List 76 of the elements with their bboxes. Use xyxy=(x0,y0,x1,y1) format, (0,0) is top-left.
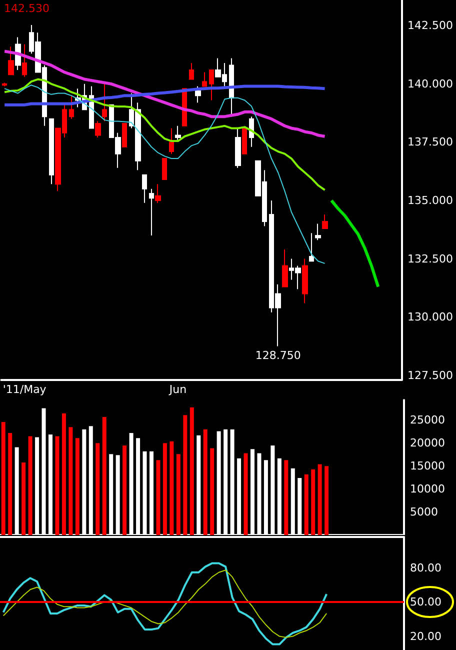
candlestick xyxy=(155,184,161,204)
y-tick-label: 15000 xyxy=(410,460,445,473)
candlestick xyxy=(202,72,207,87)
bar xyxy=(244,453,248,535)
bar xyxy=(62,413,66,535)
bar xyxy=(203,429,208,535)
bar xyxy=(75,438,80,535)
bar xyxy=(324,466,329,535)
bar xyxy=(210,448,214,535)
candlestick xyxy=(302,258,308,304)
candlestick xyxy=(242,128,247,154)
line-series xyxy=(3,84,326,106)
y-tick-label: 80.00 xyxy=(410,561,442,574)
line-series xyxy=(3,50,326,138)
candlestick xyxy=(235,128,241,168)
y-tick-label: 5000 xyxy=(410,506,438,519)
candlestick xyxy=(195,86,201,104)
y-tick-label: 132.500 xyxy=(408,252,454,266)
bar xyxy=(318,464,322,535)
candlestick xyxy=(122,123,127,148)
candlestick xyxy=(49,118,54,185)
y-tick-label: 137.500 xyxy=(408,136,454,149)
bar xyxy=(22,462,26,535)
bar xyxy=(284,460,288,535)
candlestick xyxy=(22,44,27,78)
candlestick xyxy=(282,248,288,288)
candlestick xyxy=(102,83,107,122)
candlestick xyxy=(142,174,147,204)
candlestick xyxy=(162,158,167,180)
bar xyxy=(190,407,194,535)
bar xyxy=(311,469,316,535)
bar xyxy=(156,460,160,535)
bar xyxy=(170,441,174,535)
y-tick-label: 20.00 xyxy=(410,630,442,643)
bar xyxy=(1,422,6,535)
y-tick-label: 20000 xyxy=(410,436,445,450)
bar xyxy=(68,427,73,535)
candlestick xyxy=(315,223,321,241)
candlestick xyxy=(189,62,194,80)
annotation: 128.750 xyxy=(255,349,301,362)
candlestick xyxy=(169,128,174,154)
bar xyxy=(8,433,12,535)
candlestick xyxy=(322,214,328,229)
candlestick xyxy=(8,46,14,76)
candlestick xyxy=(309,232,314,262)
candlestick xyxy=(2,82,7,87)
y-tick-label: 127.500 xyxy=(408,368,454,382)
annotation: 142.530 xyxy=(4,2,50,15)
y-tick-label: 135.000 xyxy=(408,194,454,207)
x-tick-label: '11/May xyxy=(2,383,47,396)
bar xyxy=(122,445,127,535)
bar xyxy=(183,415,188,535)
bar xyxy=(162,443,167,535)
line-series xyxy=(330,198,380,288)
bar xyxy=(304,474,308,535)
candlestick xyxy=(209,69,214,101)
y-tick-label: 140.000 xyxy=(408,77,454,90)
candlestick xyxy=(149,188,154,236)
line-series xyxy=(2,562,328,646)
line-series xyxy=(4,84,326,264)
x-tick-label: Jun xyxy=(168,383,187,396)
candlestick xyxy=(95,120,101,138)
candlestick xyxy=(175,125,181,140)
line-series xyxy=(4,78,326,191)
line-series xyxy=(2,570,328,638)
y-tick-label: 142.500 xyxy=(408,19,454,32)
candlestick xyxy=(69,95,74,120)
bar xyxy=(55,436,60,535)
bar xyxy=(96,443,100,535)
bar xyxy=(28,436,32,535)
y-tick-label: 50.00 xyxy=(410,596,442,609)
y-tick-label: 10000 xyxy=(410,482,445,496)
y-tick-label: 130.000 xyxy=(408,310,454,324)
bar xyxy=(176,454,180,535)
y-tick-label: 25000 xyxy=(410,414,445,427)
bar xyxy=(102,416,106,535)
